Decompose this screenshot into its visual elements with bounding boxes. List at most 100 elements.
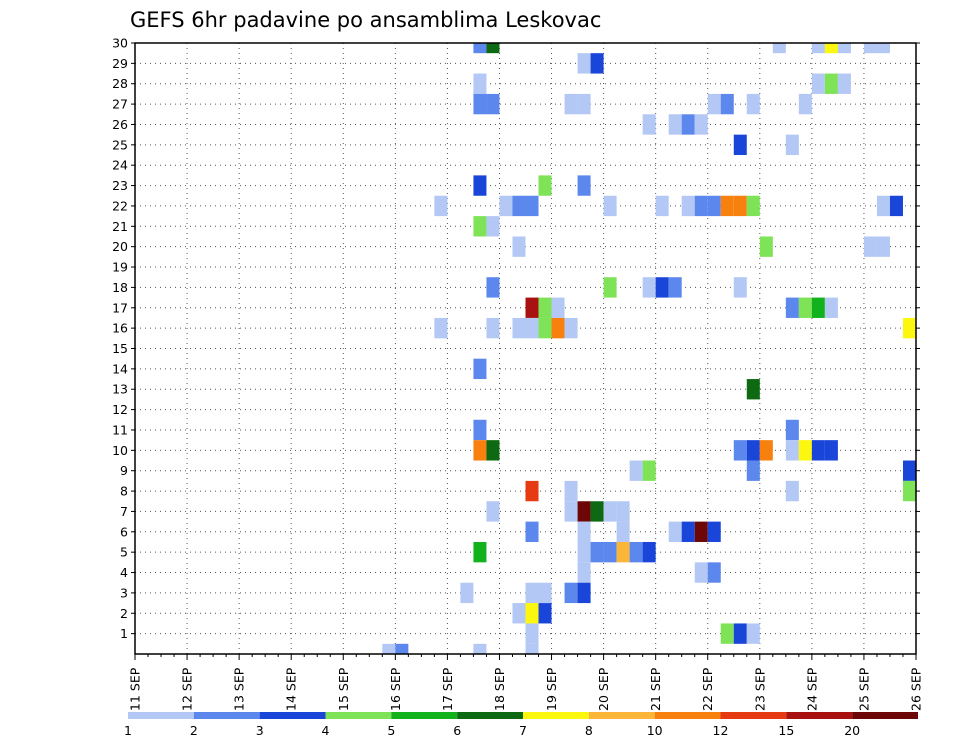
colorbar-label: 10	[647, 723, 663, 738]
heatmap-cell	[681, 521, 695, 542]
heatmap-cell	[473, 541, 487, 563]
heatmap-cell	[603, 541, 617, 563]
heatmap-cell	[499, 195, 513, 217]
heatmap-cell	[486, 317, 500, 339]
heatmap-cell	[577, 562, 591, 583]
heatmap-cell	[642, 277, 656, 298]
heatmap-cell	[473, 643, 487, 654]
x-tick-label: 21 SEP	[648, 667, 663, 711]
heatmap-cell	[616, 501, 630, 522]
heatmap-cell	[564, 582, 578, 604]
heatmap-cell	[525, 195, 539, 217]
heatmap-cell	[824, 73, 838, 94]
heatmap-cell	[603, 501, 617, 522]
heatmap-cell	[798, 297, 812, 318]
heatmap-cell	[564, 317, 578, 339]
y-tick-label: 29	[112, 56, 128, 71]
heatmap-cell	[759, 236, 773, 257]
colorbar-label: 5	[387, 723, 395, 738]
y-tick-label: 10	[112, 443, 128, 458]
y-tick-label: 16	[112, 321, 128, 336]
heatmap-cell	[655, 277, 669, 298]
colorbar-label: 2	[190, 723, 198, 738]
heatmap-cell	[694, 521, 708, 542]
heatmap-cell	[876, 195, 890, 217]
heatmap-cell	[668, 521, 682, 542]
heatmap-cell	[577, 93, 591, 115]
heatmap-cell	[616, 521, 630, 542]
heatmap-cell	[746, 623, 760, 644]
heatmap-cell	[486, 43, 500, 54]
colorbar-segment	[786, 712, 853, 719]
heatmap-cell	[551, 317, 565, 339]
heatmap-cell	[577, 175, 591, 196]
heatmap-cell	[616, 541, 630, 563]
heatmap-cell	[759, 440, 773, 461]
heatmap-cell	[720, 195, 734, 217]
x-tick-label: 14 SEP	[284, 667, 299, 711]
heatmap-cell	[564, 480, 578, 502]
heatmap-cell	[473, 216, 487, 237]
y-tick-label: 7	[120, 504, 128, 519]
heatmap-cell	[694, 195, 708, 217]
colorbar-segment	[457, 712, 523, 719]
y-tick-label: 17	[112, 300, 128, 315]
y-tick-label: 28	[112, 76, 128, 91]
heatmap-cell	[707, 195, 721, 217]
heatmap-cell	[746, 379, 760, 400]
heatmap-cell	[512, 195, 526, 217]
x-tick-label: 26 SEP	[909, 667, 924, 711]
y-tick-label: 27	[112, 97, 128, 112]
heatmap-cell	[720, 623, 734, 644]
heatmap-cell	[733, 277, 747, 298]
heatmap-cell	[785, 297, 799, 318]
heatmap-cell	[746, 195, 760, 217]
heatmap-cell	[785, 440, 799, 461]
heatmap-cell	[824, 43, 838, 54]
heatmap-cell	[577, 521, 591, 542]
heatmap-cell	[486, 93, 500, 115]
colorbar-segment	[325, 712, 392, 719]
heatmap-cell	[525, 603, 539, 624]
heatmap-cell	[382, 643, 396, 654]
heatmap-cell	[811, 297, 825, 318]
y-tick-label: 23	[112, 178, 128, 193]
heatmap-cell	[863, 236, 877, 257]
x-tick-label: 18 SEP	[492, 667, 507, 711]
heatmap-cell	[512, 317, 526, 339]
colorbar-segment	[852, 712, 918, 719]
x-tick-label: 11 SEP	[128, 667, 143, 711]
y-tick-label: 15	[112, 341, 128, 356]
colorbar-segment	[720, 712, 787, 719]
heatmap-cell	[733, 440, 747, 461]
heatmap-cell	[577, 501, 591, 522]
y-tick-label: 12	[112, 402, 128, 417]
heatmap-cell	[629, 460, 643, 481]
heatmap-cell	[785, 134, 799, 156]
heatmap-cell	[538, 582, 552, 604]
heatmap-cell	[642, 114, 656, 135]
y-tick-label: 14	[112, 361, 128, 376]
heatmap-cell	[473, 440, 487, 461]
heatmap-cell	[486, 277, 500, 298]
y-tick-label: 24	[112, 158, 128, 173]
colorbar-segment	[128, 712, 194, 719]
colorbar-segment	[391, 712, 458, 719]
colorbar-segment	[193, 712, 260, 719]
heatmap-cell	[486, 440, 500, 461]
heatmap-cell	[707, 562, 721, 583]
heatmap-cell	[590, 541, 604, 563]
x-tick-label: 19 SEP	[544, 667, 559, 711]
heatmap-cell	[525, 317, 539, 339]
y-tick-label: 5	[120, 545, 128, 560]
heatmap-cell	[473, 93, 487, 115]
heatmap-cell	[668, 277, 682, 298]
colorbar-segment	[259, 712, 326, 719]
heatmap-cell	[577, 541, 591, 563]
y-tick-label: 8	[120, 484, 128, 499]
heatmap-cell	[746, 93, 760, 115]
heatmap-cell	[603, 277, 617, 298]
heatmap-cell	[525, 521, 539, 542]
heatmap-cell	[538, 317, 552, 339]
